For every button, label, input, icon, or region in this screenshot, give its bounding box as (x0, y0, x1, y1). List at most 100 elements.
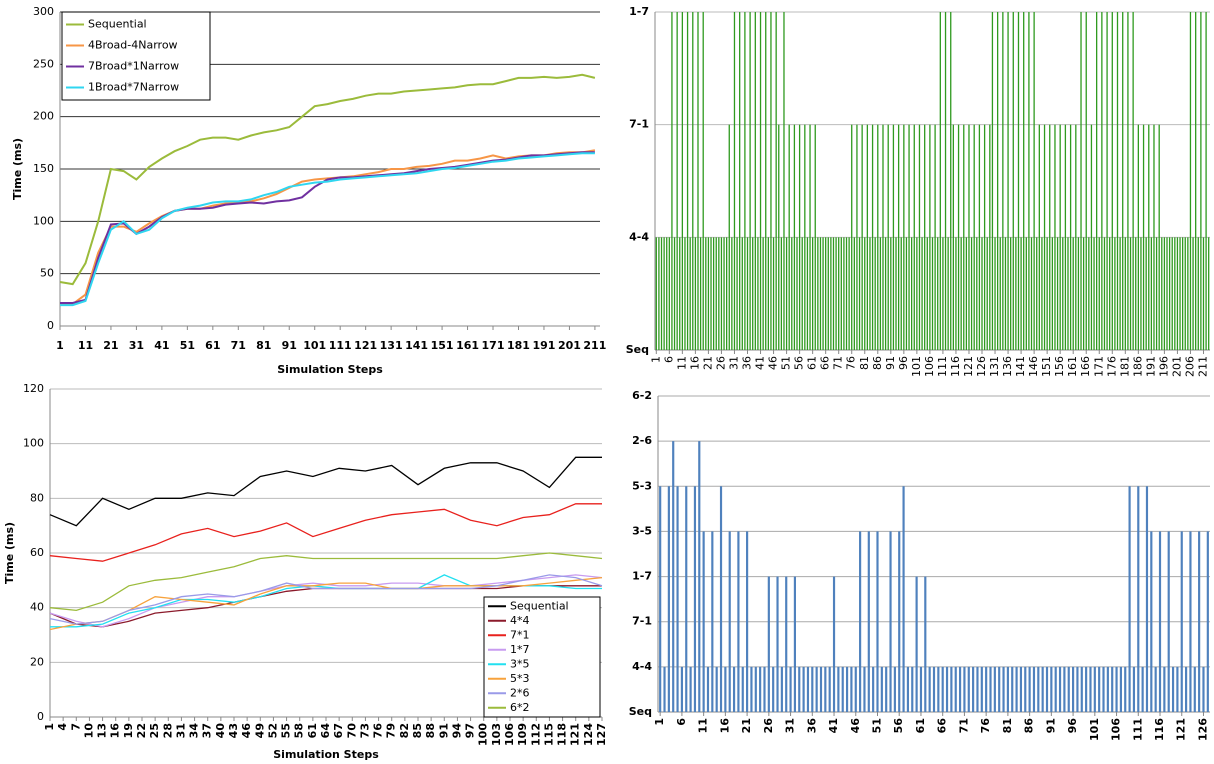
bar (809, 124, 811, 351)
bar (1025, 237, 1027, 350)
bar (1007, 12, 1009, 350)
x-tick-label: 156 (1053, 356, 1066, 377)
bar (963, 666, 966, 712)
bar (1054, 124, 1056, 351)
y-tick-label: 60 (30, 546, 44, 559)
x-tick-label: 121 (1175, 718, 1188, 741)
bar (954, 666, 957, 712)
bar (1114, 237, 1116, 350)
x-tick-label: 106 (1110, 718, 1123, 741)
x-tick-label: 52 (266, 723, 279, 738)
bar (841, 666, 844, 712)
x-tick-label: 19 (122, 723, 135, 738)
bar (681, 12, 684, 350)
x-tick-label: 101 (303, 339, 326, 352)
bar (1145, 237, 1147, 350)
x-tick-label: 31 (174, 723, 187, 738)
x-tick-label: 16 (688, 356, 701, 370)
bar (663, 237, 665, 350)
x-tick-label: 11 (78, 339, 93, 352)
bar (980, 666, 983, 712)
legend-label: 5*3 (510, 672, 530, 685)
legend-label: Sequential (510, 599, 569, 612)
bar (879, 237, 882, 350)
x-tick-label: 21 (701, 356, 714, 370)
bar (1037, 666, 1040, 712)
bar (802, 666, 805, 712)
bar (720, 237, 723, 350)
bar (1011, 666, 1014, 712)
bar (827, 237, 829, 350)
x-tick-label: 136 (1001, 356, 1014, 377)
bar (1153, 124, 1155, 351)
bar (1067, 237, 1069, 350)
x-tick-label: 61 (205, 339, 220, 352)
bar (1161, 237, 1163, 350)
bar (1010, 237, 1012, 350)
bar (1063, 666, 1066, 712)
bar (1171, 237, 1173, 350)
bar (1059, 124, 1061, 351)
series-line (59, 73, 596, 286)
bar (1050, 666, 1053, 712)
x-tick-label: 67 (332, 723, 345, 738)
x-tick-label: 51 (870, 718, 883, 733)
bar (724, 666, 727, 712)
x-tick-label: 76 (979, 718, 992, 734)
bar (819, 666, 823, 712)
bar (972, 666, 975, 712)
y-tick-label: 100 (23, 437, 44, 450)
x-tick-label: 91 (437, 723, 450, 738)
bar (1036, 237, 1038, 350)
bar (793, 124, 796, 351)
bar (1067, 666, 1070, 712)
x-tick-label: 61 (306, 723, 319, 738)
bar (741, 666, 744, 712)
bar (1208, 237, 1210, 350)
x-tick-label: 171 (482, 339, 505, 352)
x-tick-label: 191 (532, 339, 555, 352)
bar (763, 666, 766, 712)
bar (684, 237, 686, 350)
bar (822, 237, 824, 350)
y-axis-title: Time (ms) (11, 138, 24, 200)
x-tick-label: 1 (653, 718, 666, 726)
bar (1012, 12, 1014, 350)
bar (991, 12, 994, 350)
y-tick-label: 4-4 (632, 660, 652, 673)
bar (999, 237, 1001, 350)
bar (1006, 666, 1009, 712)
bar (1072, 666, 1075, 712)
bar (983, 124, 986, 351)
bar (998, 666, 1001, 712)
bar (967, 666, 970, 712)
y-tick-label: 250 (33, 57, 54, 70)
bar (1015, 666, 1018, 712)
bar (843, 237, 845, 350)
bar (1101, 12, 1103, 350)
bar (1093, 237, 1095, 350)
bar (1176, 237, 1179, 350)
bar (1200, 12, 1202, 350)
bar (785, 576, 788, 712)
x-tick-label: 186 (1131, 356, 1144, 377)
bar (801, 237, 803, 350)
bar (718, 237, 720, 350)
x-tick-label: 101 (910, 356, 923, 377)
bar (887, 124, 889, 351)
x-tick-label: 116 (949, 356, 962, 377)
bar (1137, 124, 1139, 351)
bar (950, 666, 953, 712)
bar (798, 124, 801, 351)
bar (993, 666, 996, 712)
bar (867, 531, 870, 712)
x-tick-label: 13 (96, 723, 109, 738)
bar (1184, 237, 1186, 350)
bar (1206, 531, 1209, 712)
y-tick-label: 6-2 (632, 389, 652, 402)
bar (911, 237, 913, 350)
bar (996, 12, 999, 350)
bar (1124, 237, 1126, 350)
bar (793, 576, 796, 712)
bar (960, 237, 962, 350)
